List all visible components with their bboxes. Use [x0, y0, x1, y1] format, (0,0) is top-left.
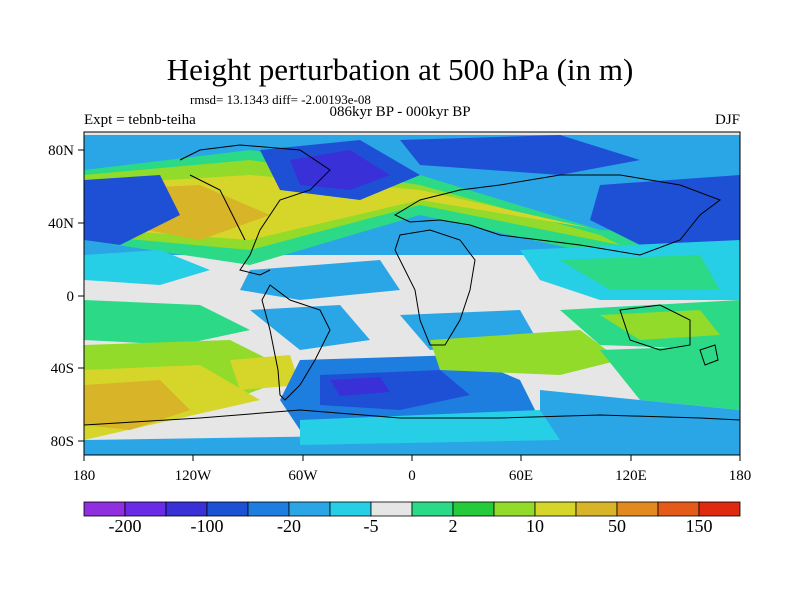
y-tick-label: 80N — [48, 143, 74, 159]
colorbar-swatch — [329, 501, 372, 517]
period-subtitle: 086kyr BP - 000kyr BP — [329, 104, 471, 120]
colorbar-label: -100 — [190, 516, 224, 536]
colorbar-swatch — [493, 501, 536, 517]
contour-field — [84, 132, 740, 455]
x-tick-label: 60W — [288, 468, 318, 484]
colorbar-label: -5 — [363, 516, 379, 536]
x-tick-label: 180 — [729, 468, 752, 484]
colorbar-swatch — [165, 501, 208, 517]
colorbar-swatch — [247, 501, 290, 517]
colorbar-swatch — [575, 501, 618, 517]
x-tick-label: 120E — [615, 468, 647, 484]
x-tick-label: 180 — [73, 468, 96, 484]
y-tick-label: 40N — [48, 216, 74, 232]
colorbar-swatch — [698, 501, 741, 517]
plot-title: Height perturbation at 500 hPa (in m) — [166, 52, 634, 87]
colorbar-swatch — [124, 501, 167, 517]
x-tick-marks — [83, 455, 741, 461]
colorbar-swatch — [370, 501, 413, 517]
x-tick-label: 60E — [509, 468, 533, 484]
coastlines — [84, 144, 740, 426]
season-label: DJF — [714, 112, 740, 128]
y-tick-label: 80S — [51, 434, 74, 450]
x-tick-label: 120W — [175, 468, 213, 484]
colorbar-swatch — [452, 501, 495, 517]
y-tick-label: 0 — [67, 289, 75, 305]
colorbar-swatch — [616, 501, 659, 517]
colorbar-swatch — [411, 501, 454, 517]
colorbar — [83, 501, 741, 517]
colorbar-label: -200 — [108, 516, 142, 536]
y-tick-label: 40S — [51, 361, 74, 377]
y-tick-marks — [78, 149, 84, 442]
colorbar-label: 50 — [608, 516, 626, 536]
colorbar-swatch — [288, 501, 331, 517]
colorbar-swatch — [206, 501, 249, 517]
colorbar-label: -20 — [277, 516, 301, 536]
colorbar-label: 150 — [685, 516, 713, 536]
map-axes: 180 120W 60W 0 60E 120E 180 80N 40N 0 40… — [48, 143, 751, 484]
colorbar-swatch — [657, 501, 700, 517]
x-tick-label: 0 — [408, 468, 416, 484]
experiment-label: Expt = tebnb-teiha — [84, 112, 196, 128]
colorbar-label: 10 — [526, 516, 544, 536]
colorbar-swatch — [83, 501, 126, 517]
rmsd-text: rmsd= 13.1343 diff= -2.00193e-08 — [190, 92, 371, 107]
colorbar-swatch — [534, 501, 577, 517]
colorbar-label: 2 — [448, 516, 458, 536]
